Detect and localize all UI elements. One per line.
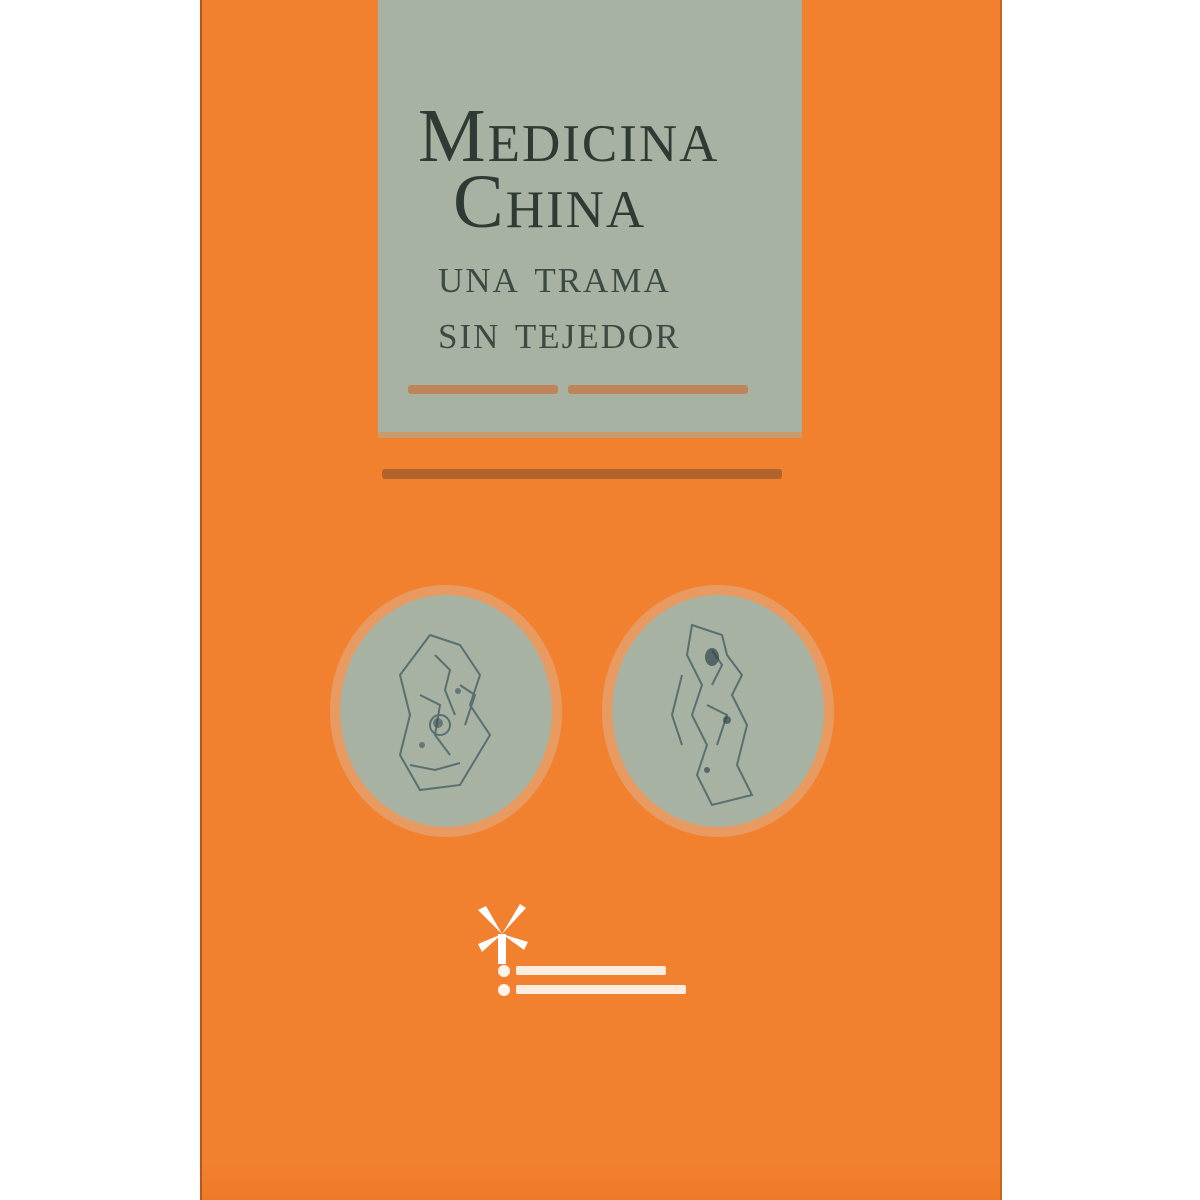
chinese-figure-medallion-icon	[340, 595, 552, 827]
right-medallion	[612, 595, 824, 827]
book-cover: Medicina China una trama sin tejedor	[200, 0, 1002, 1200]
chinese-figure-medallion-icon	[612, 595, 824, 827]
title-panel: Medicina China una trama sin tejedor	[378, 0, 802, 432]
publisher-logo	[472, 900, 532, 970]
publisher-text-blur-icon	[490, 962, 710, 1002]
book-title-line-2: China	[453, 164, 792, 240]
author-text-blur-icon	[388, 376, 782, 402]
publisher-imprint-illegible	[490, 962, 710, 1002]
windmill-logo-icon	[472, 900, 532, 970]
title-divider	[378, 432, 802, 438]
left-medallion	[340, 595, 552, 827]
book-subtitle-line-1: una trama	[438, 248, 792, 302]
prologue-text-blur-icon	[382, 458, 802, 488]
prologue-credit-illegible	[382, 458, 802, 488]
book-subtitle-line-2: sin tejedor	[438, 304, 792, 358]
author-name-illegible	[388, 376, 782, 402]
